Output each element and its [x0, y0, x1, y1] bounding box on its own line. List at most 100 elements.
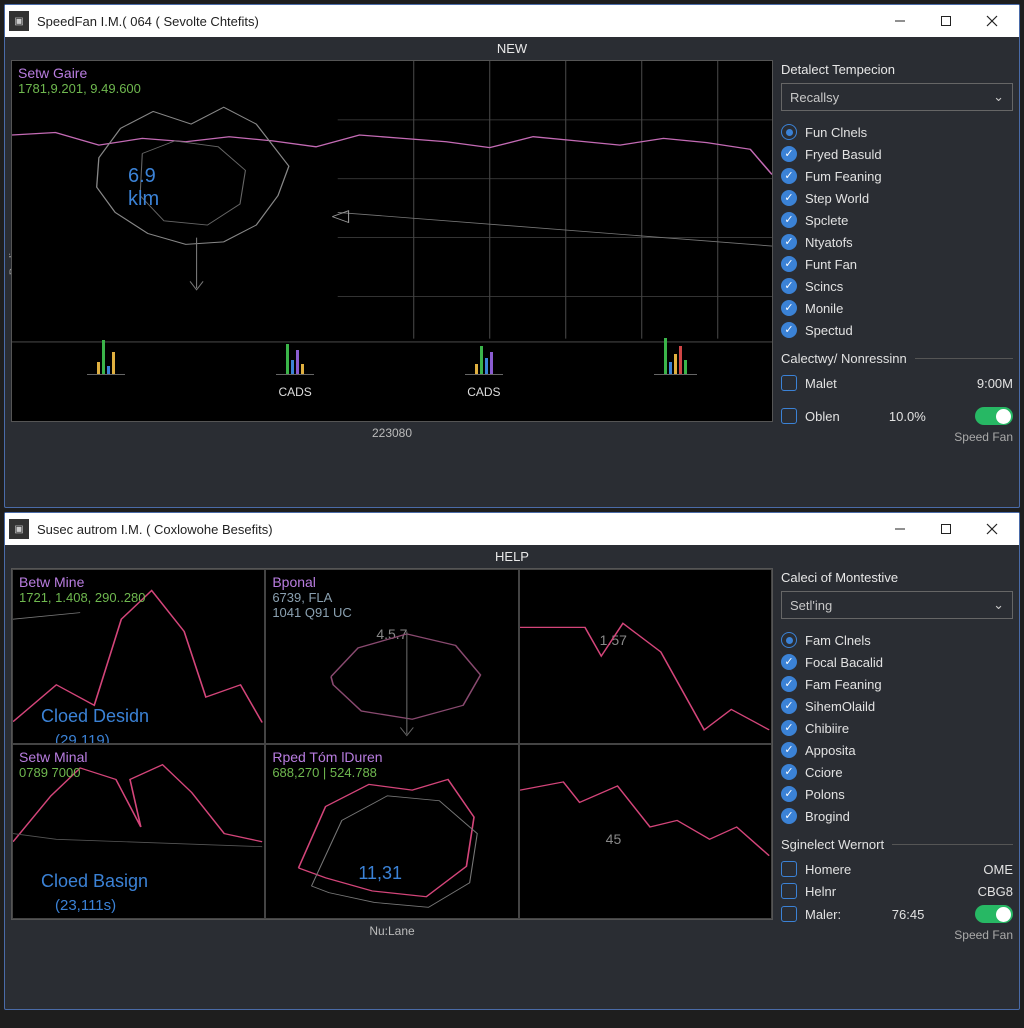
window-title: Susec autrom I.M. ( Coxlowohe Besefits): [37, 522, 877, 537]
check-label: SihemOlaild: [805, 699, 875, 714]
check-label: Ntyatofs: [805, 235, 853, 250]
check-row[interactable]: Brogind: [781, 805, 1013, 827]
chart-numbers: 1781,9.201, 9.49.600: [18, 81, 141, 96]
window-speedfan: ▣ SpeedFan I.M.( 064 ( Sevolte Chtefits)…: [4, 4, 1020, 508]
toggle-switch[interactable]: [975, 905, 1013, 923]
menu-help[interactable]: HELP: [483, 547, 541, 566]
menu-new[interactable]: NEW: [485, 39, 539, 58]
radio-label: Fun Clnels: [805, 125, 867, 140]
check-row[interactable]: Monile: [781, 297, 1013, 319]
value-row: Maler:76:45: [781, 902, 1013, 926]
check-label: Funt Fan: [805, 257, 857, 272]
menubar: HELP: [5, 545, 1019, 568]
titlebar: ▣ SpeedFan I.M.( 064 ( Sevolte Chtefits): [5, 5, 1019, 37]
checkbox-icon: [781, 676, 797, 692]
checkbox-icon[interactable]: [781, 375, 797, 391]
check-row[interactable]: Focal Bacalid: [781, 651, 1013, 673]
close-button[interactable]: [969, 513, 1015, 545]
radio-row[interactable]: Fam Clnels: [781, 629, 1013, 651]
value-row: Homere OME: [781, 858, 1013, 880]
check-row[interactable]: Ntyatofs: [781, 231, 1013, 253]
row-label: Homere: [805, 862, 851, 877]
check-label: Brogind: [805, 809, 850, 824]
mode-select[interactable]: Recallsy ⌄: [781, 83, 1013, 111]
check-row[interactable]: SihemOlaild: [781, 695, 1013, 717]
row-label: Oblen: [805, 409, 840, 424]
minibar-group: CADS: [465, 335, 503, 401]
checkbox-icon: [781, 146, 797, 162]
check-label: Apposita: [805, 743, 856, 758]
value-row: Malet 9:00M: [781, 372, 1013, 394]
radio-icon: [781, 124, 797, 140]
radio-row[interactable]: Fun Clnels: [781, 121, 1013, 143]
checkbox-icon[interactable]: [781, 408, 797, 424]
minibar-group: [87, 335, 125, 401]
check-label: Spclete: [805, 213, 848, 228]
minibar-group: [654, 335, 697, 401]
checkbox-icon[interactable]: [781, 906, 797, 922]
check-label: Scincs: [805, 279, 843, 294]
check-row[interactable]: Chibiire: [781, 717, 1013, 739]
chart-title: Setw Gaire: [18, 65, 141, 81]
radio-label: Fam Clnels: [805, 633, 871, 648]
minimize-button[interactable]: [877, 5, 923, 37]
section-divider: Calectwy/ Nonressinn: [781, 351, 1013, 366]
toggle-switch[interactable]: [975, 407, 1013, 425]
close-button[interactable]: [969, 5, 1015, 37]
chart-grid: Betw Mine1721, 1.408, 290..280Cloed Desi…: [11, 568, 773, 920]
check-label: Fum Feaning: [805, 169, 882, 184]
window-susec: ▣ Susec autrom I.M. ( Coxlowohe Besefits…: [4, 512, 1020, 1010]
check-row[interactable]: Cciore: [781, 761, 1013, 783]
checkbox-icon: [781, 168, 797, 184]
main-chart: Setw Gaire 1781,9.201, 9.49.600 6.9 klm …: [11, 60, 773, 422]
row-value: OME: [983, 862, 1013, 877]
checkbox-icon: [781, 278, 797, 294]
select-value: Recallsy: [790, 90, 839, 105]
checkbox-icon: [781, 786, 797, 802]
value-row: Oblen 10.0%: [781, 404, 1013, 428]
app-icon: ▣: [9, 519, 29, 539]
check-row[interactable]: Fum Feaning: [781, 165, 1013, 187]
check-row[interactable]: Step World: [781, 187, 1013, 209]
row-label: Maler:: [805, 907, 841, 922]
chart-cell: Bponal6739, FLA1041 Q91 UC4.5.7: [265, 569, 518, 744]
side-panel: Detalect Tempecion Recallsy ⌄ Fun Clnels…: [781, 60, 1013, 444]
check-label: Spectud: [805, 323, 853, 338]
chart-cell: Setw Minal0789 7000Cloed Basign(23,111s): [12, 744, 265, 919]
minibar-group: CADS: [276, 335, 314, 401]
footer-label: Speed Fan: [781, 928, 1013, 942]
check-row[interactable]: Spclete: [781, 209, 1013, 231]
check-row[interactable]: Fam Feaning: [781, 673, 1013, 695]
maximize-button[interactable]: [923, 5, 969, 37]
chart-cell: Rped Tóm lDuren688,270 | 524.78811,3190: [265, 744, 518, 919]
row-label: Malet: [805, 376, 837, 391]
row-value: CBG8: [978, 884, 1013, 899]
chart-cell: 45: [519, 744, 772, 919]
check-row[interactable]: Spectud: [781, 319, 1013, 341]
check-label: Fryed Basuld: [805, 147, 882, 162]
check-row[interactable]: Fryed Basuld: [781, 143, 1013, 165]
check-row[interactable]: Polons: [781, 783, 1013, 805]
chart-cell: Betw Mine1721, 1.408, 290..280Cloed Desi…: [12, 569, 265, 744]
check-row[interactable]: Scincs: [781, 275, 1013, 297]
checkbox-icon[interactable]: [781, 861, 797, 877]
row-value: 10.0%: [889, 409, 926, 424]
minimize-button[interactable]: [877, 513, 923, 545]
menubar: NEW: [5, 37, 1019, 60]
check-label: Cciore: [805, 765, 843, 780]
row-label: Helnr: [805, 884, 836, 899]
checkbox-icon: [781, 654, 797, 670]
value-row: Helnr CBG8: [781, 880, 1013, 902]
chart-big-label: 6.9 klm: [128, 165, 159, 211]
check-label: Fam Feaning: [805, 677, 882, 692]
checkbox-icon[interactable]: [781, 883, 797, 899]
checkbox-icon: [781, 764, 797, 780]
chevron-down-icon: ⌄: [993, 89, 1004, 105]
x-axis-label: Nu:Lane: [11, 920, 773, 942]
radio-icon: [781, 632, 797, 648]
maximize-button[interactable]: [923, 513, 969, 545]
mode-select[interactable]: Setl'ing ⌄: [781, 591, 1013, 619]
side-panel: Caleci of Montestive Setl'ing ⌄ Fam Clne…: [781, 568, 1013, 942]
check-row[interactable]: Funt Fan: [781, 253, 1013, 275]
check-row[interactable]: Apposita: [781, 739, 1013, 761]
